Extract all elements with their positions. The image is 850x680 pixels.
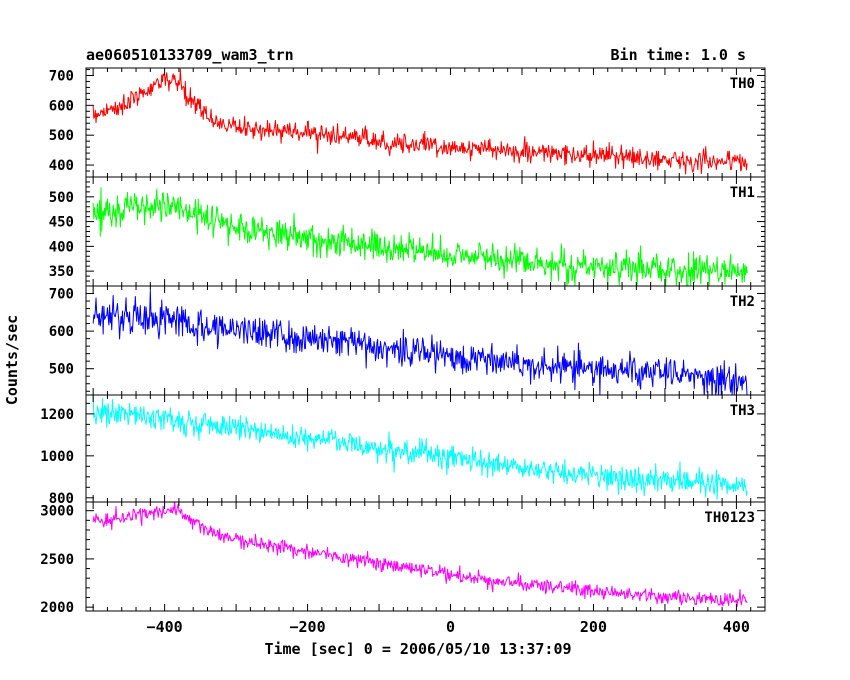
panels-group: 400 500 600 700 TH0 350 400 450 500 TH1 500 600 700 T…: [40, 67, 766, 616]
y-tick-label: 2500: [40, 552, 74, 568]
y-tick-label: 450: [49, 215, 74, 231]
y-tick-label: 1000: [40, 449, 74, 465]
panel-th0: 400 500 600 700 TH0: [49, 67, 766, 178]
y-tick-label: 600: [49, 324, 74, 340]
panel-th2: 500 600 700 TH2: [49, 285, 766, 396]
y-tick-label: 3000: [40, 504, 74, 520]
panel-frame: [85, 501, 766, 612]
y-tick-label: 400: [49, 158, 74, 174]
y-axis-label: Counts/sec: [3, 315, 21, 405]
y-tick-label: 500: [49, 128, 74, 144]
series-label-th1: TH1: [730, 185, 755, 201]
x-tick-label: −400: [147, 618, 183, 636]
x-axis: −400 −200 0 200 400: [147, 618, 750, 636]
x-tick-label: 200: [580, 618, 607, 636]
y-tick-label: 700: [49, 68, 74, 84]
x-tick-label: 0: [446, 618, 455, 636]
panel-th1: 350 400 450 500 TH1: [49, 176, 766, 287]
y-tick-label: 600: [49, 98, 74, 114]
series-line-th3: [92, 395, 748, 500]
chart-title: ae060510133709_wam3_trn: [86, 46, 294, 64]
series-line-th2: [92, 290, 748, 395]
y-tick-label: 350: [49, 264, 74, 280]
y-tick-label: 500: [49, 362, 74, 378]
series-line-th0123: [92, 502, 748, 607]
y-tick-label: 800: [49, 491, 74, 507]
x-tick-label: −200: [290, 618, 326, 636]
panel-th3: 800 1000 1200 TH3: [40, 394, 766, 507]
series-label-th2: TH2: [730, 294, 755, 310]
bin-time-label: Bin time: 1.0 s: [611, 46, 746, 64]
panel-th0123: 2000 2500 3000 TH0123: [40, 501, 766, 616]
series-label-th0: TH0: [730, 76, 755, 92]
y-tick-label: 1200: [40, 407, 74, 423]
x-axis-label: Time [sec] 0 = 2006/05/10 13:37:09: [264, 640, 571, 658]
x-tick-label: 400: [723, 618, 750, 636]
y-tick-label: 2000: [40, 600, 74, 616]
panel-frame: [85, 285, 766, 396]
y-tick-label: 700: [49, 287, 74, 303]
series-label-th0123: TH0123: [704, 510, 755, 526]
y-tick-label: 400: [49, 239, 74, 255]
series-line-th0: [92, 68, 748, 175]
panel-frame: [85, 67, 766, 178]
y-tick-label: 500: [49, 190, 74, 206]
series-line-th1: [92, 187, 748, 286]
series-label-th3: TH3: [730, 403, 755, 419]
